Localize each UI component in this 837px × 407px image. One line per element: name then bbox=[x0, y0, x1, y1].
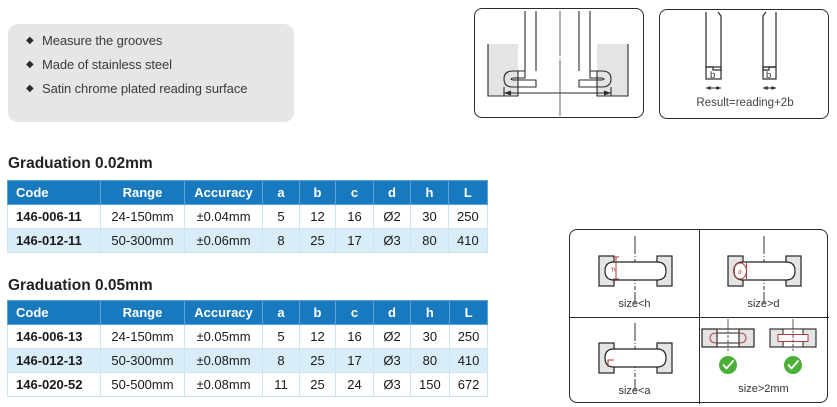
svg-text:d: d bbox=[738, 269, 742, 276]
